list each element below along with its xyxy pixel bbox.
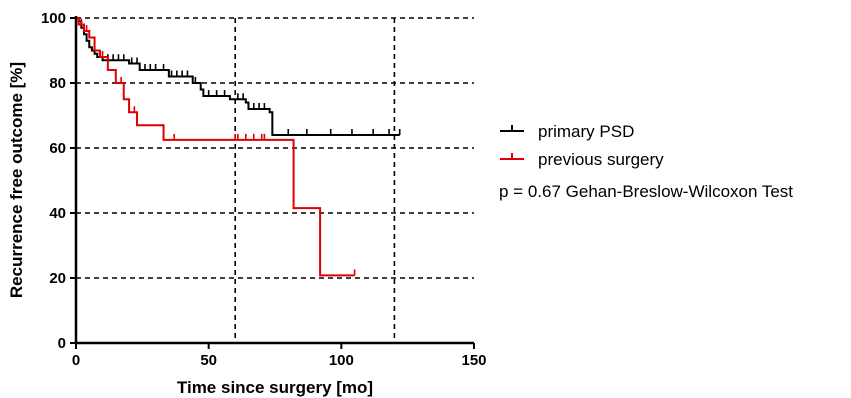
- series-lines: [76, 17, 401, 277]
- legend: primary PSD previous surgery p = 0.67 Ge…: [499, 122, 793, 201]
- legend-label-previous-surgery: previous surgery: [538, 150, 664, 169]
- grid-lines: [76, 17, 474, 343]
- series-line-primary-psd: [76, 17, 400, 136]
- y-tick-label-100: 100: [41, 10, 66, 27]
- p-value-annotation: p = 0.67 Gehan-Breslow-Wilcoxon Test: [499, 182, 793, 201]
- y-tick-label-40: 40: [49, 205, 66, 222]
- x-tick-label-50: 50: [200, 352, 217, 369]
- y-tick-label-0: 0: [58, 335, 66, 352]
- axes: [70, 16, 475, 349]
- y-tick-label-20: 20: [49, 270, 66, 287]
- y-axis-title: Recurrence free outcome [%]: [7, 62, 26, 298]
- x-axis-title: Time since surgery [mo]: [177, 378, 373, 397]
- legend-label-primary-psd: primary PSD: [538, 122, 634, 141]
- legend-item-primary-psd: primary PSD: [500, 122, 634, 141]
- tick-labels: 0 20 40 60 80 100 0 50 100 150: [41, 10, 487, 369]
- y-tick-label-80: 80: [49, 75, 66, 92]
- legend-item-previous-surgery: previous surgery: [500, 150, 664, 169]
- x-tick-label-0: 0: [72, 352, 80, 369]
- x-tick-label-150: 150: [461, 352, 486, 369]
- y-tick-label-60: 60: [49, 140, 66, 157]
- x-tick-label-100: 100: [329, 352, 354, 369]
